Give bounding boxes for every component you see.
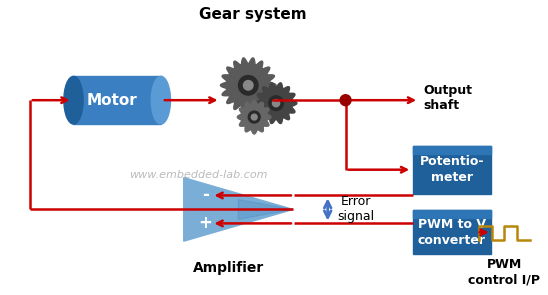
Text: +: +: [198, 214, 213, 232]
Text: Motor: Motor: [87, 93, 138, 108]
Polygon shape: [238, 199, 293, 219]
Text: Gear system: Gear system: [199, 7, 307, 22]
Bar: [413, 210, 490, 218]
Bar: [413, 210, 490, 254]
Bar: [413, 146, 490, 194]
Text: PWM to V
converter: PWM to V converter: [418, 218, 486, 247]
Text: www.embedded-lab.com: www.embedded-lab.com: [129, 170, 268, 180]
Text: Amplifier: Amplifier: [193, 261, 264, 275]
Text: PWM
control I/P: PWM control I/P: [469, 258, 540, 286]
Circle shape: [340, 95, 351, 106]
Ellipse shape: [64, 76, 83, 124]
Circle shape: [243, 81, 253, 90]
Polygon shape: [184, 178, 293, 241]
Text: Error
signal: Error signal: [338, 195, 375, 223]
Polygon shape: [220, 58, 276, 113]
Ellipse shape: [151, 76, 170, 124]
Text: -: -: [202, 186, 209, 204]
Circle shape: [272, 100, 279, 107]
Circle shape: [238, 76, 258, 95]
Polygon shape: [255, 83, 297, 124]
Bar: [73, 76, 161, 124]
Text: Output
shaft: Output shaft: [423, 84, 472, 112]
Bar: [413, 146, 490, 155]
Polygon shape: [237, 100, 271, 134]
Circle shape: [252, 114, 257, 120]
Circle shape: [248, 111, 260, 123]
Text: Potentio-
meter: Potentio- meter: [420, 155, 484, 184]
Circle shape: [269, 96, 283, 111]
